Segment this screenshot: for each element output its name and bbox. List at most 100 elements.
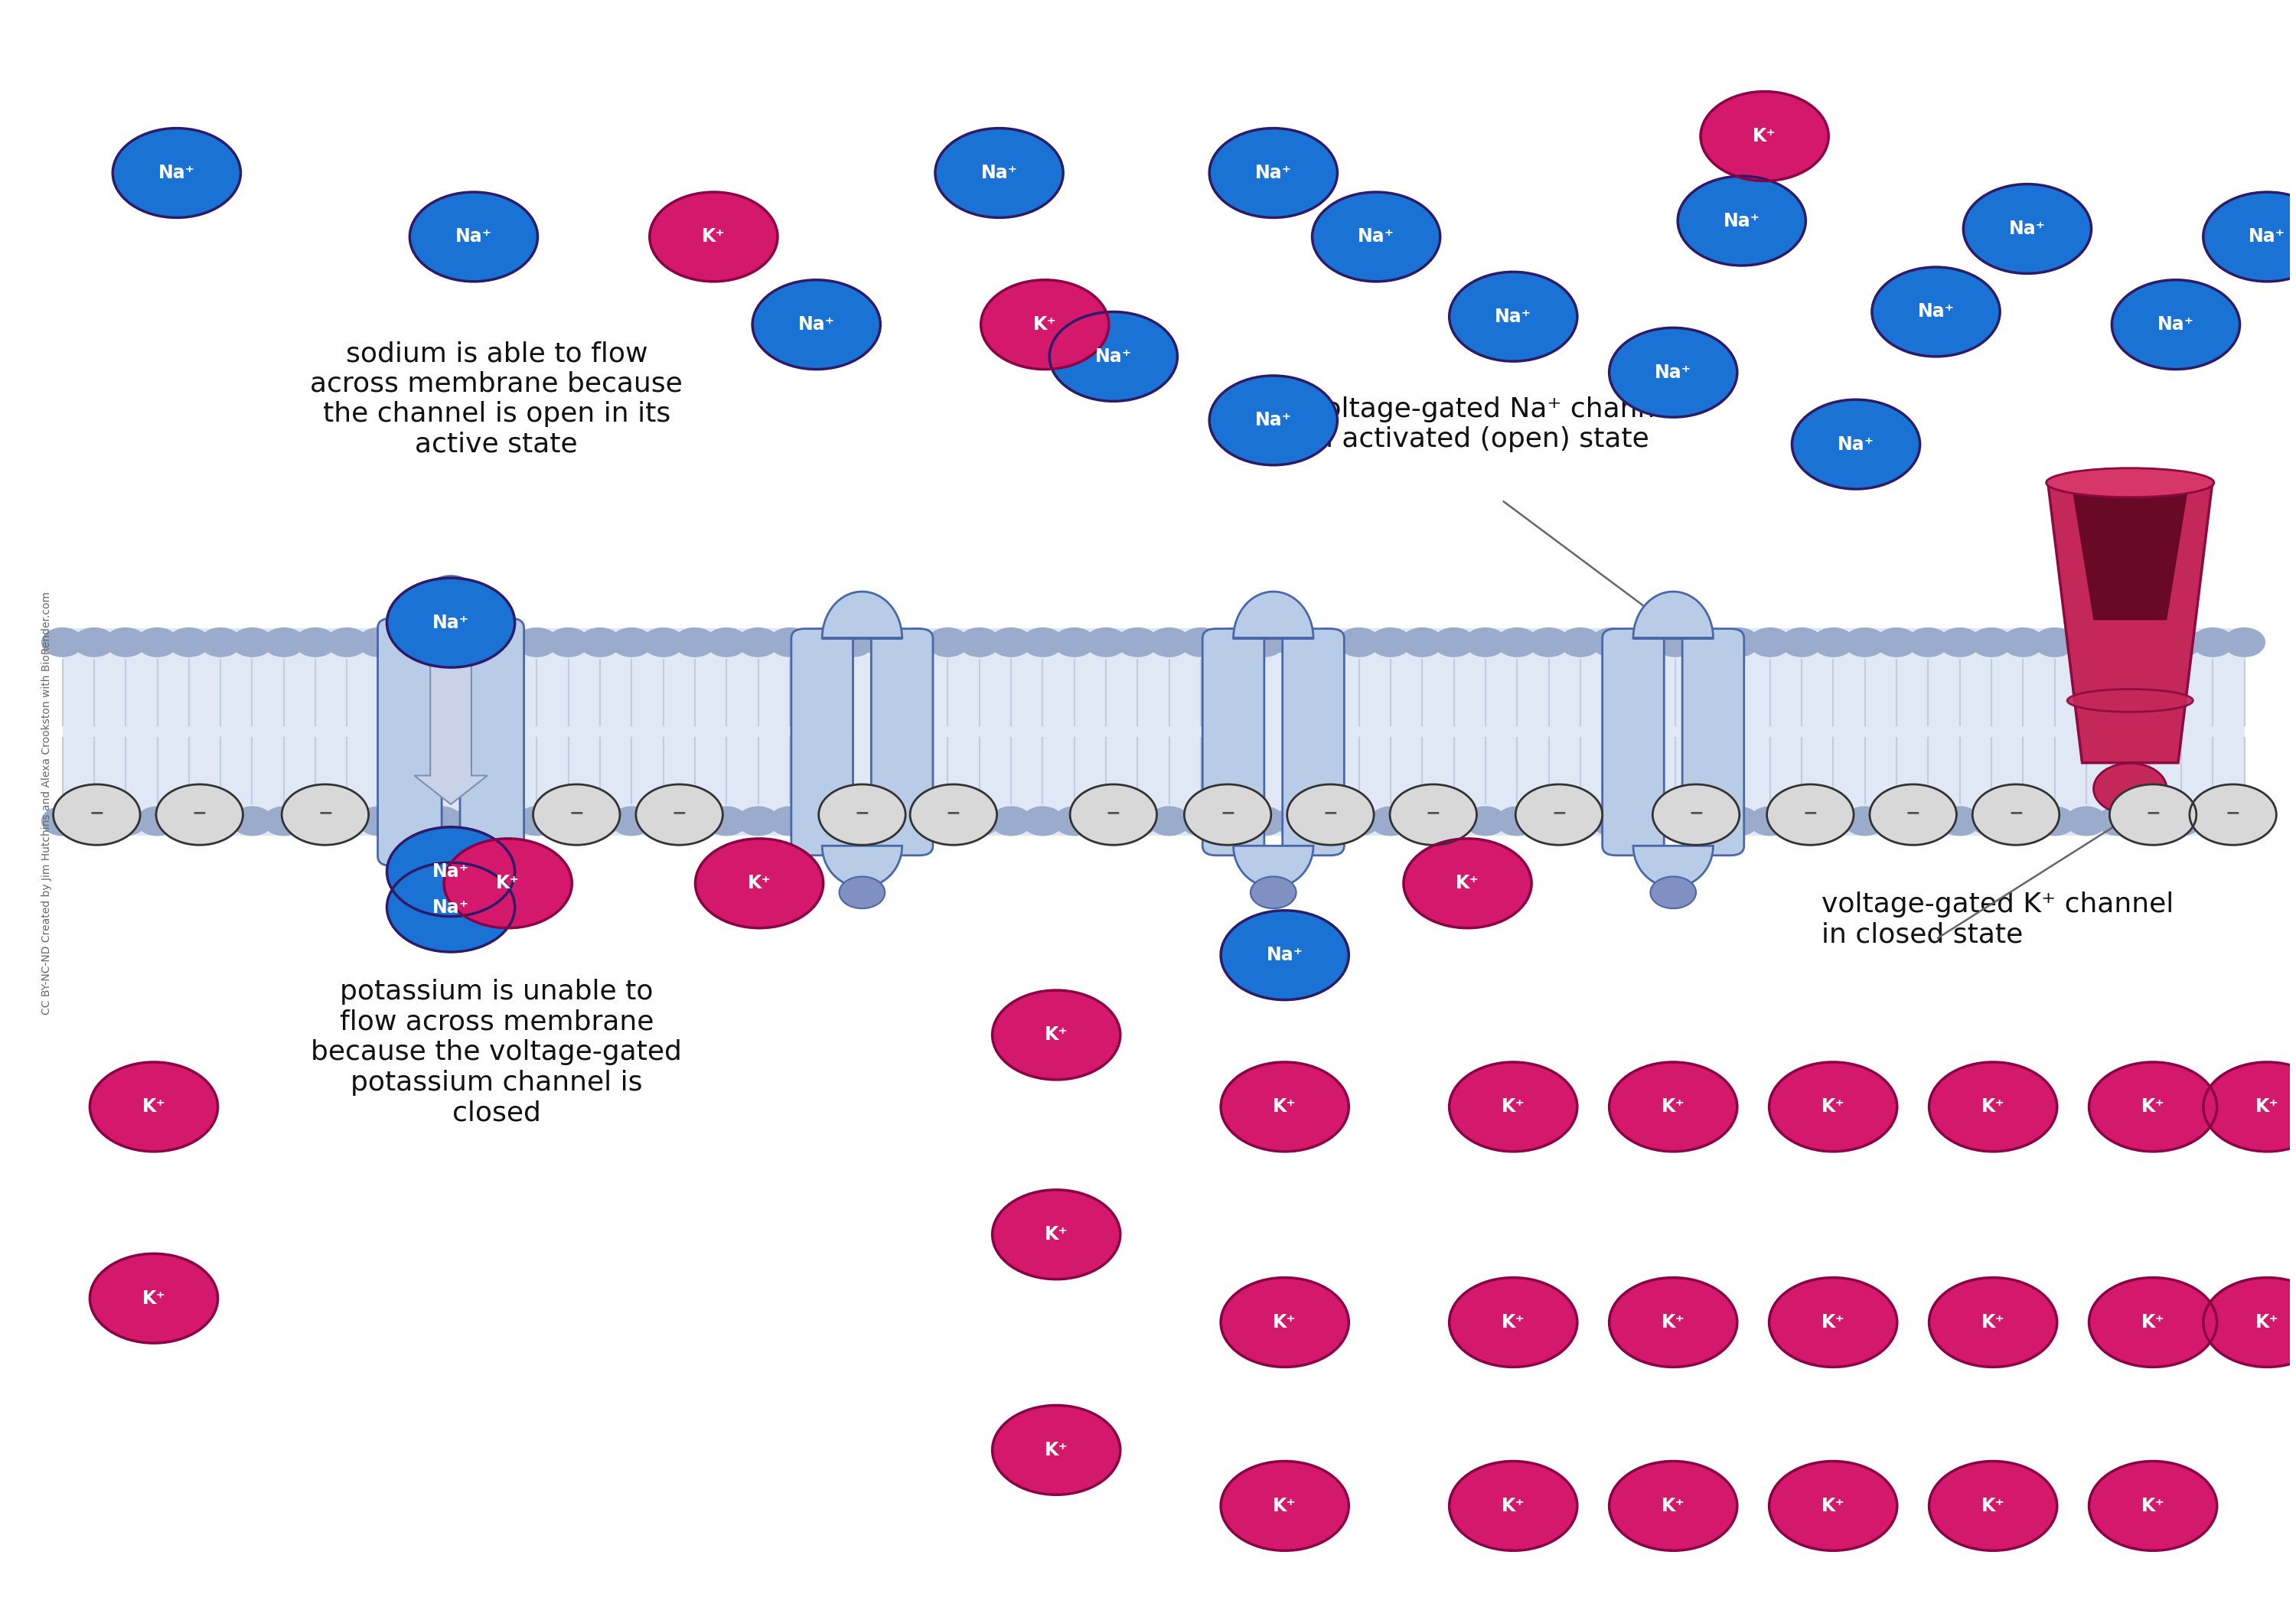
Circle shape <box>840 876 884 908</box>
Circle shape <box>2002 807 2043 836</box>
Circle shape <box>2096 628 2138 657</box>
Text: −: − <box>1107 804 1120 823</box>
Circle shape <box>2112 280 2241 370</box>
Circle shape <box>1118 628 1157 657</box>
Bar <box>62 628 2245 836</box>
FancyBboxPatch shape <box>1683 628 1745 855</box>
Circle shape <box>753 280 879 370</box>
Polygon shape <box>409 575 491 628</box>
Text: K⁺: K⁺ <box>1033 315 1056 334</box>
Circle shape <box>425 895 475 930</box>
Circle shape <box>705 807 746 836</box>
Polygon shape <box>1632 845 1713 887</box>
Circle shape <box>2161 628 2202 657</box>
Text: Na⁺: Na⁺ <box>1655 363 1692 382</box>
Circle shape <box>1655 807 1697 836</box>
Text: −: − <box>1426 804 1442 823</box>
Ellipse shape <box>2066 689 2193 712</box>
Circle shape <box>517 628 558 657</box>
Circle shape <box>1814 628 1853 657</box>
Circle shape <box>1251 876 1297 908</box>
Circle shape <box>1972 784 2060 845</box>
Circle shape <box>386 863 514 951</box>
Circle shape <box>1401 628 1442 657</box>
Circle shape <box>2066 628 2108 657</box>
Circle shape <box>1221 1278 1348 1368</box>
Circle shape <box>294 628 335 657</box>
Circle shape <box>1844 807 1885 836</box>
FancyArrow shape <box>413 659 487 804</box>
Text: Na⁺: Na⁺ <box>1256 411 1293 429</box>
Circle shape <box>1389 784 1476 845</box>
Text: K⁺: K⁺ <box>2255 1313 2280 1332</box>
Circle shape <box>1221 1461 1348 1551</box>
Circle shape <box>1655 628 1697 657</box>
Text: K⁺: K⁺ <box>1662 1098 1685 1115</box>
Circle shape <box>2204 1062 2296 1152</box>
Text: −: − <box>1802 804 1818 823</box>
Circle shape <box>390 807 432 836</box>
Circle shape <box>1306 628 1348 657</box>
Circle shape <box>1185 784 1272 845</box>
Text: −: − <box>193 804 207 823</box>
Circle shape <box>2110 784 2197 845</box>
Circle shape <box>1609 1062 1738 1152</box>
Text: Na⁺: Na⁺ <box>2009 220 2046 238</box>
Circle shape <box>705 628 746 657</box>
Circle shape <box>1212 628 1254 657</box>
Text: K⁺: K⁺ <box>1272 1496 1297 1515</box>
Circle shape <box>1274 628 1316 657</box>
Circle shape <box>1244 807 1286 836</box>
Circle shape <box>1244 628 1286 657</box>
Text: −: − <box>90 804 103 823</box>
Circle shape <box>2089 1278 2218 1368</box>
Circle shape <box>650 193 778 281</box>
Circle shape <box>1623 807 1665 836</box>
Text: −: − <box>1219 804 1235 823</box>
Text: −: − <box>1322 804 1339 823</box>
Circle shape <box>1559 628 1600 657</box>
Circle shape <box>1288 784 1373 845</box>
Circle shape <box>2225 628 2264 657</box>
Circle shape <box>232 807 273 836</box>
Circle shape <box>1449 1278 1577 1368</box>
Circle shape <box>1876 628 1917 657</box>
Circle shape <box>1221 1062 1348 1152</box>
Text: sodium is able to flow
across membrane because
the channel is open in its
active: sodium is able to flow across membrane b… <box>310 341 682 456</box>
Text: −: − <box>673 804 687 823</box>
Circle shape <box>484 807 526 836</box>
Circle shape <box>1313 193 1440 281</box>
Circle shape <box>2225 807 2264 836</box>
Circle shape <box>517 807 558 836</box>
Text: Na⁺: Na⁺ <box>980 164 1017 182</box>
Circle shape <box>113 129 241 217</box>
Circle shape <box>1465 807 1506 836</box>
Circle shape <box>1433 628 1474 657</box>
Circle shape <box>769 807 810 836</box>
Circle shape <box>1559 807 1600 836</box>
FancyBboxPatch shape <box>792 628 852 855</box>
Circle shape <box>409 193 537 281</box>
Circle shape <box>90 1062 218 1152</box>
Circle shape <box>41 807 83 836</box>
FancyBboxPatch shape <box>1203 628 1265 855</box>
Circle shape <box>264 628 305 657</box>
Circle shape <box>1717 807 1759 836</box>
Circle shape <box>1465 628 1506 657</box>
Circle shape <box>2193 807 2234 836</box>
Circle shape <box>386 579 514 667</box>
Circle shape <box>1212 807 1254 836</box>
Circle shape <box>1591 807 1632 836</box>
Circle shape <box>643 807 684 836</box>
Circle shape <box>1770 1461 1896 1551</box>
Circle shape <box>737 807 778 836</box>
Text: −: − <box>2144 804 2161 823</box>
Circle shape <box>992 990 1120 1080</box>
Circle shape <box>1609 1278 1738 1368</box>
Circle shape <box>1940 628 1981 657</box>
Circle shape <box>168 628 209 657</box>
Text: Na⁺: Na⁺ <box>158 164 195 182</box>
Circle shape <box>2066 807 2108 836</box>
Text: Na⁺: Na⁺ <box>432 863 468 881</box>
Circle shape <box>1678 177 1805 265</box>
